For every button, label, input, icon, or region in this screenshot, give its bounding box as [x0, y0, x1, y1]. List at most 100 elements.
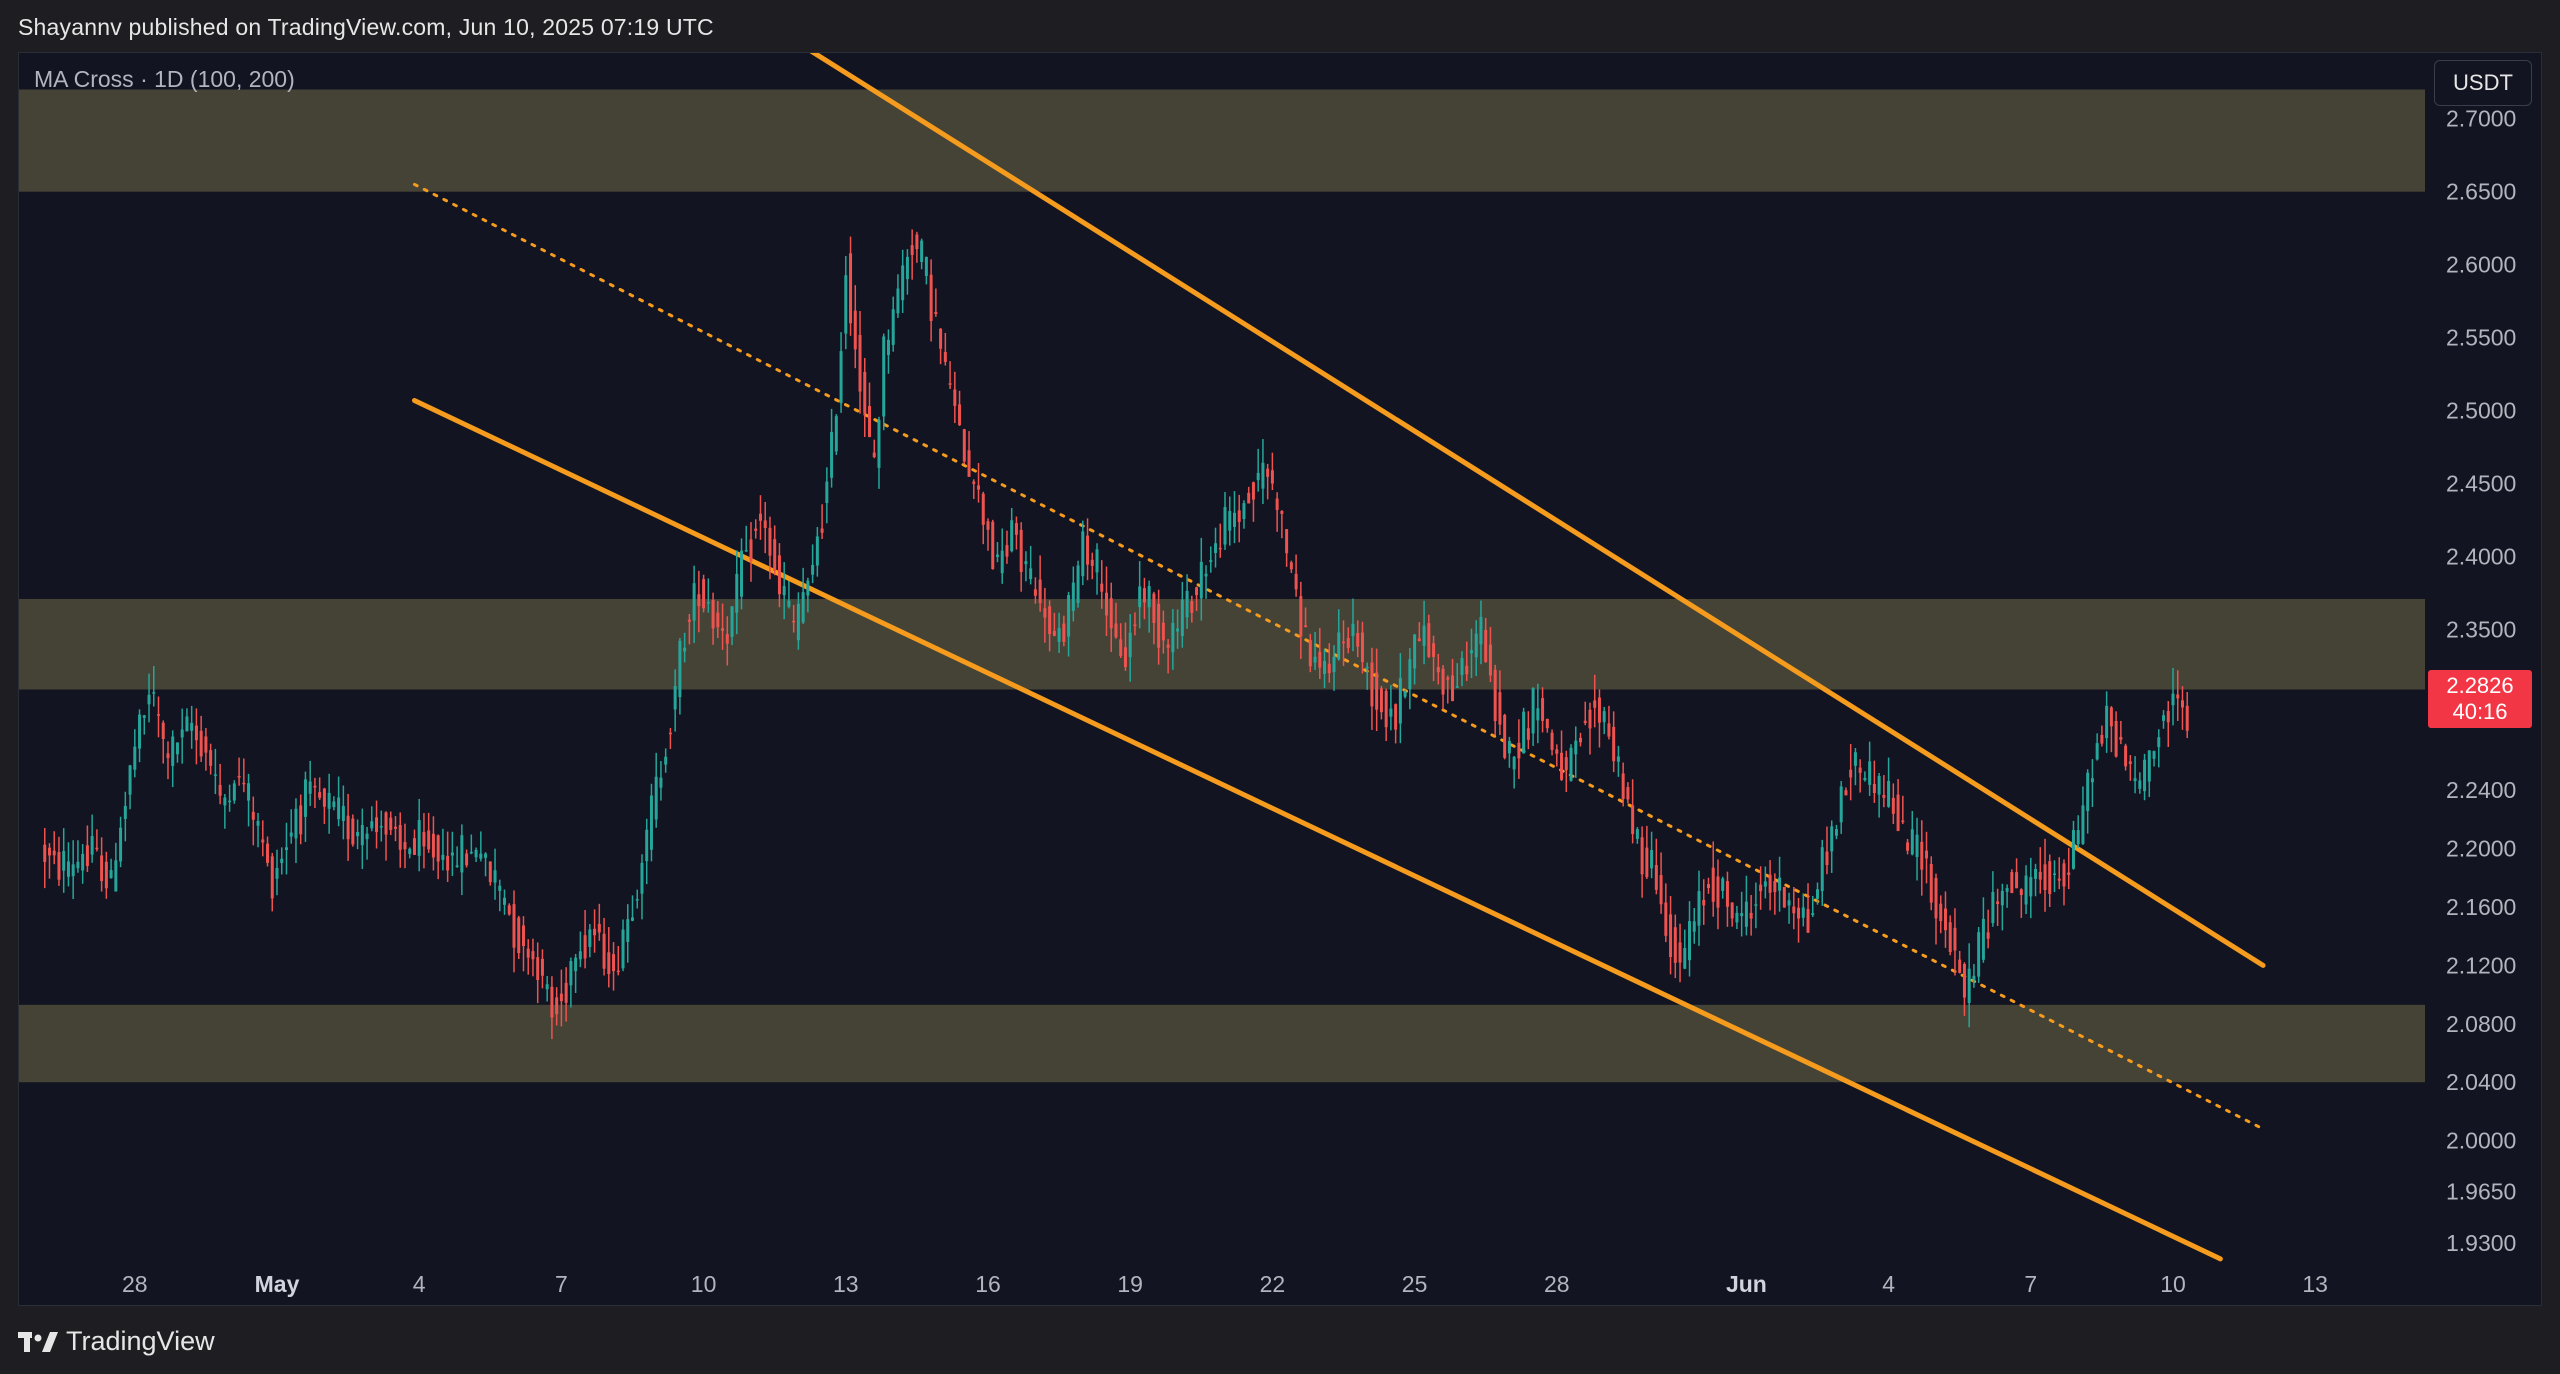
candle-body — [559, 993, 563, 1002]
candle-body — [152, 692, 156, 694]
candle-body — [1313, 656, 1317, 663]
candle-body — [1787, 900, 1791, 906]
candle-body — [1967, 968, 1971, 1003]
candle-body — [76, 861, 80, 869]
candle-body — [1858, 767, 1862, 773]
candle-body — [1706, 884, 1710, 889]
candle-body — [266, 843, 270, 863]
candle-body — [375, 817, 379, 833]
candle-body — [503, 897, 507, 905]
candle-body — [877, 419, 881, 468]
time-tick-label: 4 — [413, 1271, 426, 1297]
candle-body — [777, 555, 781, 595]
candle-body — [725, 634, 729, 644]
candle-body — [773, 539, 777, 571]
tradingview-brand[interactable]: TradingView — [18, 1326, 215, 1357]
candle-body — [749, 539, 753, 562]
candle-body — [1323, 660, 1327, 674]
candle-body — [1332, 656, 1336, 673]
candle-body — [1863, 777, 1867, 781]
candle-body — [1896, 794, 1900, 831]
candle-body — [1986, 932, 1990, 939]
candle-body — [379, 825, 383, 828]
candle-body — [199, 730, 203, 757]
candle-body — [142, 715, 146, 718]
candle-body — [645, 829, 649, 862]
candle-body — [550, 986, 554, 1018]
candle-body — [1014, 523, 1018, 535]
candle-body — [1768, 874, 1772, 893]
candle-body — [796, 603, 800, 641]
candle-body — [1469, 650, 1473, 654]
candle-body — [1607, 723, 1611, 737]
candle-body — [1422, 625, 1426, 646]
candle-body — [782, 586, 786, 596]
candle-body — [469, 851, 473, 854]
candle-body — [2185, 705, 2189, 731]
candle-body — [166, 753, 170, 758]
candle-body — [1147, 586, 1151, 608]
candle-body — [612, 954, 616, 972]
candle-body — [678, 640, 682, 698]
candle-body — [213, 774, 217, 776]
candle-body — [929, 274, 933, 322]
candle-body — [958, 404, 962, 426]
currency-button[interactable]: USDT — [2434, 60, 2532, 106]
candle-body — [1806, 909, 1810, 933]
candle-body — [43, 844, 47, 862]
candle-body — [441, 854, 445, 860]
price-tick-label: 1.9650 — [2446, 1179, 2516, 1205]
time-tick-label: 28 — [1544, 1271, 1570, 1297]
candle-body — [872, 452, 876, 458]
candle-body — [1564, 757, 1568, 771]
candle-body — [1384, 690, 1388, 728]
candle-body — [209, 750, 213, 766]
candle-body — [1763, 881, 1767, 887]
candle-body — [806, 580, 810, 596]
candle-body — [90, 836, 94, 855]
candle-body — [616, 970, 620, 973]
candle-body — [133, 746, 137, 770]
candle-body — [1735, 912, 1739, 923]
candle-body — [787, 600, 791, 607]
price-tick-label: 2.1600 — [2446, 894, 2516, 920]
candle-body — [2105, 705, 2109, 739]
candle-body — [52, 850, 56, 856]
candle-body — [85, 845, 89, 867]
candle-body — [744, 550, 748, 552]
candle-body — [1792, 906, 1796, 914]
candle-body — [1351, 623, 1355, 636]
candle-body — [1588, 709, 1592, 729]
candle-body — [1820, 847, 1824, 892]
candle-body — [308, 781, 312, 794]
candle-body — [1446, 677, 1450, 680]
candle-body — [763, 520, 767, 529]
candle-body — [687, 619, 691, 622]
candle-body — [1697, 891, 1701, 926]
candle-body — [602, 933, 606, 969]
candle-body — [507, 905, 511, 915]
time-tick-label: May — [255, 1271, 300, 1297]
indicator-label[interactable]: MA Cross · 1D (100, 200) — [34, 66, 295, 92]
candle-body — [1834, 829, 1838, 836]
candle-body — [569, 961, 573, 986]
time-tick-label: 28 — [122, 1271, 148, 1297]
candle-body — [830, 432, 834, 478]
candle-body — [1683, 947, 1687, 969]
candle-body — [1536, 708, 1540, 721]
candle-body — [1972, 975, 1976, 981]
candle-body — [2000, 890, 2004, 906]
candle-body — [1308, 640, 1312, 667]
candle-body — [1029, 568, 1033, 580]
candle-body — [1171, 622, 1175, 653]
candle-body — [626, 919, 630, 942]
candle-body — [920, 240, 924, 262]
candle-body — [886, 339, 890, 356]
candle-body — [597, 923, 601, 933]
candle-body — [1782, 887, 1786, 908]
candle-body — [1086, 535, 1090, 565]
candle-body — [398, 824, 402, 850]
candle-body — [640, 862, 644, 894]
candle-body — [2038, 871, 2042, 880]
